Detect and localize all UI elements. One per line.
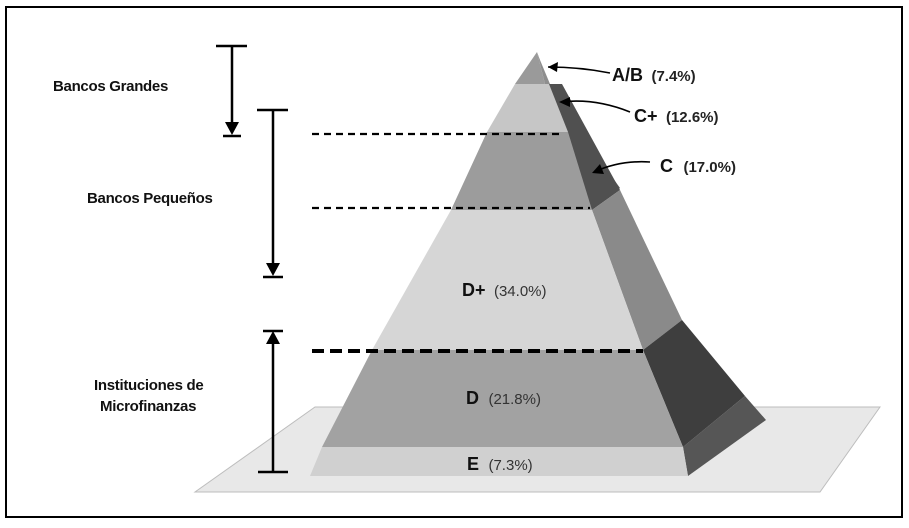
bracket-small-banks [257, 108, 288, 279]
front-face-dplus [372, 210, 643, 350]
tier-d-pct: (21.8%) [488, 391, 541, 408]
front-face-e [310, 447, 688, 476]
tier-cplus-pct: (12.6%) [666, 109, 719, 126]
side-face-dplus [592, 190, 682, 350]
tier-ab-callout: A/B (7.4%) [547, 62, 696, 85]
bracket-microfinance [258, 329, 288, 474]
front-face-ab [515, 52, 545, 84]
side-face-d [643, 320, 745, 447]
tier-ab-label: A/B [612, 65, 643, 85]
svg-text:D+ (34.0%): D+ (34.0%) [462, 280, 547, 300]
tier-ab-pct: (7.4%) [651, 68, 695, 85]
tier-c-label: C [660, 156, 673, 176]
tier-c-pct: (17.0%) [683, 159, 736, 176]
label-microfinance-line1: Instituciones de [94, 377, 203, 394]
label-small-banks: Bancos Pequeños [87, 190, 213, 207]
side-face-c [549, 84, 620, 210]
tier-d-label: D [466, 388, 479, 408]
tier-dplus-pct: (34.0%) [494, 283, 547, 300]
svg-text:C+ (12.6%): C+ (12.6%) [634, 106, 719, 126]
svg-text:C (17.0%): C (17.0%) [660, 156, 736, 176]
svg-text:A/B (7.4%): A/B (7.4%) [612, 65, 696, 85]
tier-cplus-label: C+ [634, 106, 658, 126]
tier-dplus-label: D+ [462, 280, 486, 300]
tier-c-callout: C (17.0%) [592, 156, 736, 176]
tier-e-label: E [467, 454, 479, 474]
side-face-e [683, 396, 766, 476]
front-face-c [451, 132, 592, 210]
front-face-d [322, 350, 683, 447]
tier-e-pct: (7.3%) [488, 457, 532, 474]
bracket-large-banks [216, 44, 247, 138]
front-face-cplus [487, 84, 568, 132]
svg-text:E (7.3%): E (7.3%) [467, 454, 533, 474]
label-large-banks: Bancos Grandes [53, 78, 168, 95]
tier-cplus-callout: C+ (12.6%) [559, 97, 719, 126]
side-face-ab [537, 52, 550, 84]
svg-text:D (21.8%): D (21.8%) [466, 388, 541, 408]
label-microfinance-line2: Microfinanzas [100, 398, 196, 415]
